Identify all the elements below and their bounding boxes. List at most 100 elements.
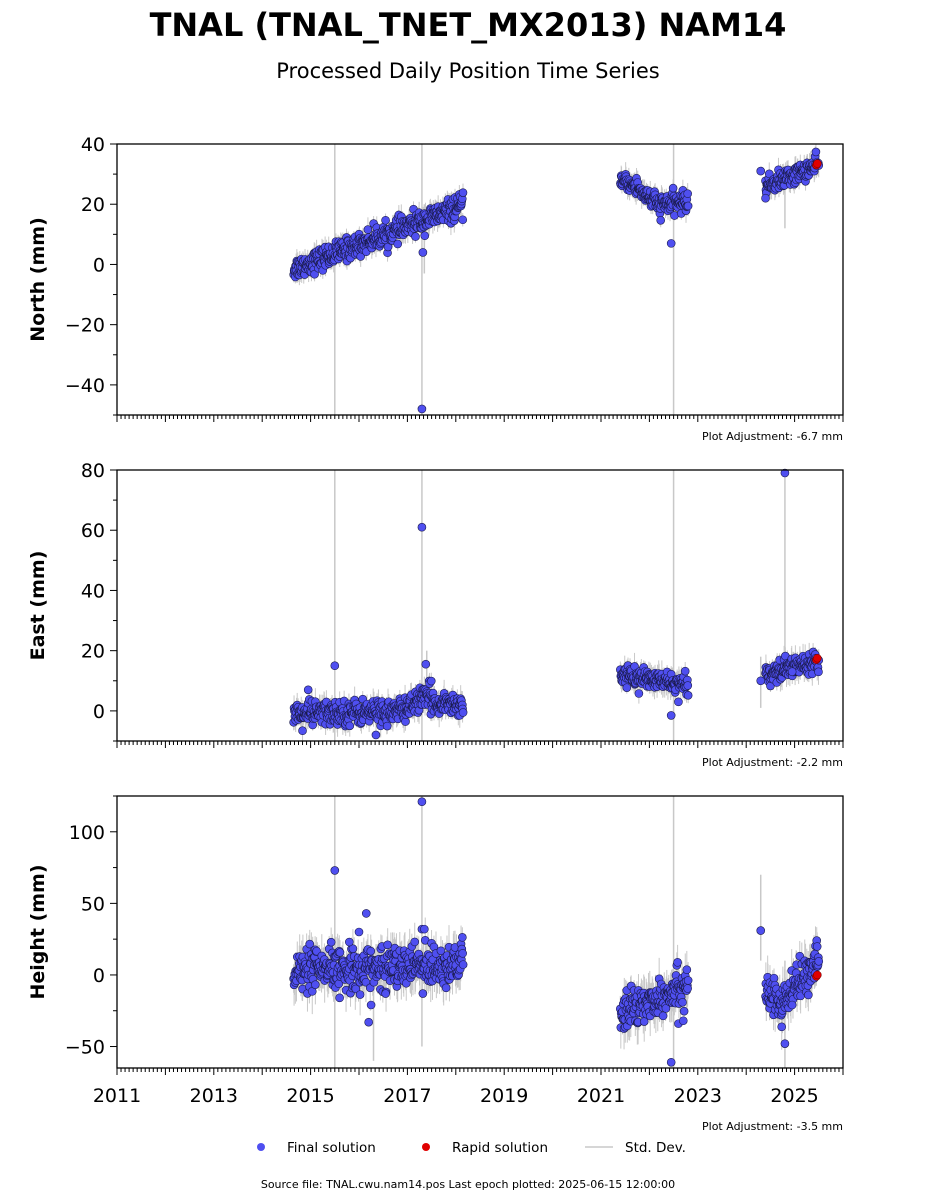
stddev-bars bbox=[293, 144, 820, 415]
final-point bbox=[371, 730, 381, 740]
final-point bbox=[678, 998, 687, 1007]
final-point bbox=[682, 965, 692, 975]
final-point bbox=[418, 989, 428, 998]
final-point bbox=[458, 215, 468, 225]
final-point bbox=[354, 927, 364, 937]
y-tick-label: −50 bbox=[65, 1037, 105, 1059]
y-tick-label: 0 bbox=[93, 965, 105, 987]
rapid-point bbox=[813, 653, 822, 663]
final-point bbox=[683, 189, 692, 198]
final-point bbox=[656, 216, 666, 225]
final-point bbox=[458, 708, 468, 717]
final-point bbox=[683, 691, 693, 700]
final-point bbox=[814, 957, 824, 966]
final-solution-points bbox=[289, 468, 824, 740]
final-point bbox=[298, 726, 307, 736]
final-point bbox=[441, 983, 451, 993]
final-point bbox=[756, 926, 766, 935]
final-point bbox=[683, 681, 693, 690]
panel-1: −40 −20 0 20 40 North (mm) Plot Adjustment: -6… bbox=[27, 134, 844, 443]
final-point bbox=[780, 1039, 790, 1048]
plot-adjustment-note: Plot Adjustment: -6.7 mm bbox=[702, 430, 843, 443]
final-point bbox=[326, 937, 336, 947]
figure-subtitle: Processed Daily Position Time Series bbox=[276, 59, 660, 83]
final-point bbox=[305, 939, 315, 949]
final-point bbox=[764, 169, 774, 179]
final-point bbox=[666, 711, 676, 720]
final-point bbox=[458, 933, 467, 942]
y-tick-label: 50 bbox=[81, 893, 105, 915]
final-solution-points bbox=[289, 147, 824, 414]
final-point bbox=[330, 866, 340, 875]
final-point bbox=[683, 984, 692, 993]
final-point bbox=[634, 689, 644, 698]
final-point bbox=[418, 248, 428, 257]
final-point bbox=[673, 958, 682, 967]
final-point bbox=[383, 940, 392, 950]
y-tick-label: −20 bbox=[65, 315, 105, 337]
y-tick-label: 0 bbox=[93, 254, 105, 276]
final-point bbox=[366, 1000, 376, 1010]
final-point bbox=[787, 667, 797, 677]
final-point bbox=[393, 239, 403, 249]
final-point bbox=[756, 166, 766, 176]
final-point bbox=[366, 946, 376, 956]
rapid-solution-points bbox=[812, 653, 822, 664]
final-point bbox=[382, 721, 392, 731]
y-axis-label: East (mm) bbox=[27, 551, 49, 661]
y-tick-label: 20 bbox=[81, 641, 105, 663]
final-point bbox=[335, 993, 344, 1003]
panel-2: 0 20 40 60 80 East (mm) Plot Adjustment: -2.2 … bbox=[27, 460, 844, 769]
final-point bbox=[674, 697, 683, 707]
final-point bbox=[814, 667, 823, 677]
final-point bbox=[420, 231, 430, 241]
final-point bbox=[804, 990, 813, 1000]
plot-frame bbox=[116, 795, 844, 1069]
final-point bbox=[411, 232, 420, 241]
y-tick-label: 80 bbox=[81, 460, 105, 482]
final-point bbox=[311, 980, 320, 989]
rapid-point bbox=[813, 970, 822, 980]
final-point bbox=[458, 949, 467, 958]
final-point bbox=[658, 1011, 668, 1021]
final-point bbox=[303, 685, 313, 695]
final-point bbox=[678, 1016, 688, 1026]
stddev-bars bbox=[293, 796, 820, 1068]
final-point bbox=[666, 239, 676, 248]
final-point bbox=[666, 1057, 676, 1067]
y-tick-label: 40 bbox=[81, 580, 105, 602]
plot-frame bbox=[116, 143, 844, 416]
final-point bbox=[777, 1022, 787, 1032]
final-point bbox=[364, 1017, 373, 1027]
y-tick-label: −40 bbox=[65, 375, 105, 397]
y-tick-label: 0 bbox=[93, 701, 105, 723]
rapid-solution-points bbox=[812, 159, 822, 170]
panels: −40 −20 0 20 40 North (mm) Plot Adjustment: -6… bbox=[27, 134, 844, 1133]
final-point bbox=[345, 721, 355, 731]
final-point bbox=[668, 183, 678, 193]
y-axis-label: North (mm) bbox=[27, 217, 49, 342]
final-point bbox=[679, 1006, 689, 1016]
final-point bbox=[351, 984, 361, 994]
final-point bbox=[683, 976, 693, 985]
final-point bbox=[355, 990, 365, 999]
final-point bbox=[661, 1004, 671, 1013]
final-point bbox=[410, 937, 420, 947]
final-point bbox=[683, 201, 693, 211]
plot-adjustment-note: Plot Adjustment: -2.2 mm bbox=[702, 756, 843, 769]
final-point bbox=[381, 215, 390, 225]
final-point bbox=[811, 147, 821, 157]
y-tick-label: 20 bbox=[81, 194, 105, 216]
final-point bbox=[780, 468, 790, 478]
final-point bbox=[761, 193, 770, 203]
final-point bbox=[426, 676, 436, 686]
y-tick-label: 100 bbox=[69, 822, 105, 844]
figure-title: TNAL (TNAL_TNET_MX2013) NAM14 bbox=[150, 6, 787, 44]
final-point bbox=[381, 989, 390, 998]
final-point bbox=[436, 946, 446, 956]
final-point bbox=[458, 960, 468, 969]
rapid-point bbox=[813, 159, 822, 168]
final-point bbox=[330, 661, 340, 671]
